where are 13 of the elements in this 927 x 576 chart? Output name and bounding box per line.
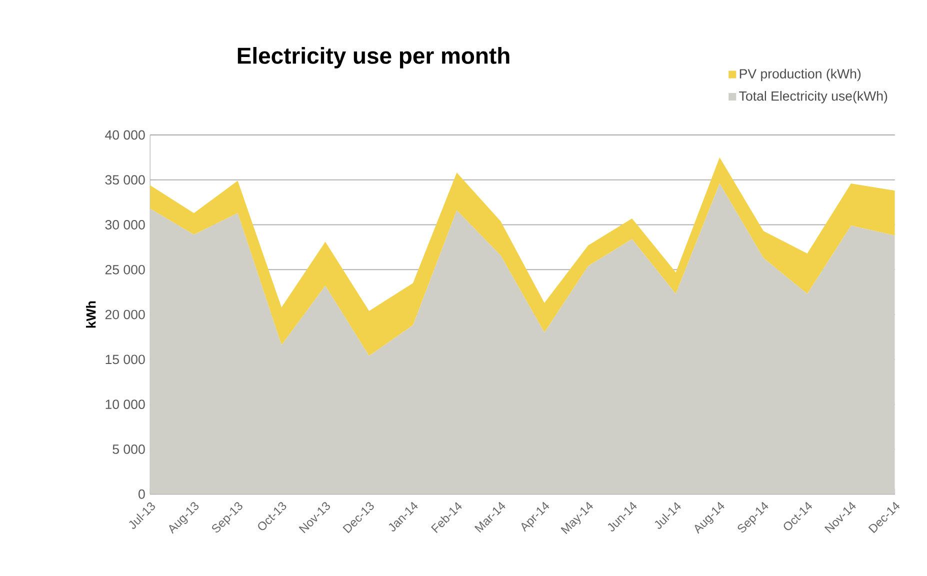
y-tick-label: 15 000 [106,354,145,364]
y-tick-label: 30 000 [105,220,145,230]
y-tick-label: 0 [138,489,145,499]
y-tick-label: 5 000 [112,444,145,454]
legend-label: PV production (kWh) [740,68,861,82]
y-tick-label: 40 000 [105,130,145,140]
y-tick-label: 35 000 [105,175,145,184]
y-axis-title: kWh [86,301,96,328]
y-tick-label: 10 000 [106,400,145,409]
y-tick-label: 25 000 [105,264,145,274]
y-tick-label: 20 000 [105,310,145,320]
chart-title: Electricity use per month [238,46,510,68]
legend-label: Total Electricity use(kWh) [739,90,888,104]
